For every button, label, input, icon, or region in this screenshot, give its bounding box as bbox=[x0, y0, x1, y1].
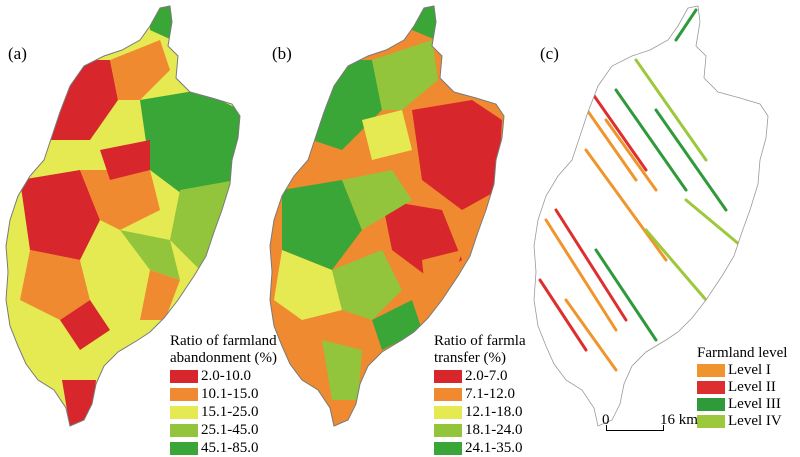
legend-b-title-line2: transfer (%) bbox=[434, 350, 507, 366]
legend-item: 10.1-15.0 bbox=[170, 386, 277, 403]
panel-c-farmland-level-map: (c) Farmland level Level I Level II Level … bbox=[526, 0, 800, 449]
legend-swatch bbox=[170, 424, 198, 437]
panel-a-abandonment-map: (a) Ratio of farmland abandonment (%) 2.… bbox=[0, 0, 277, 456]
legend-item: 7.1-12.0 bbox=[434, 386, 541, 403]
legend-swatch bbox=[697, 415, 725, 428]
legend-c-items: Level I Level II Level III Level IV bbox=[697, 362, 787, 430]
legend-swatch bbox=[434, 370, 462, 383]
legend-item-label: 12.1-18.0 bbox=[465, 404, 523, 420]
panel-a-label: (a) bbox=[8, 44, 27, 63]
panel-b-transfer-map: (b) Ratio of farmland transfer (%) 2.0-7… bbox=[262, 0, 541, 456]
map-a bbox=[5, 5, 241, 427]
legend-swatch bbox=[434, 388, 462, 401]
legend-item-label: 7.1-12.0 bbox=[465, 386, 515, 402]
legend-b-title-line1: Ratio of farmland bbox=[434, 333, 541, 349]
legend-item: Level II bbox=[697, 379, 787, 396]
scale-bar-line bbox=[606, 425, 664, 431]
map-c bbox=[526, 0, 800, 449]
legend-swatch bbox=[697, 364, 725, 377]
legend-item: Level III bbox=[697, 396, 787, 413]
scale-bar: 0 16 km bbox=[602, 412, 706, 446]
legend-item: 2.0-7.0 bbox=[434, 368, 541, 385]
legend-item-label: 15.1-25.0 bbox=[201, 404, 259, 420]
legend-b-items: 2.0-7.0 7.1-12.0 12.1-18.0 18.1-24.0 24.1-35… bbox=[434, 368, 541, 457]
legend-item-label: 25.1-45.0 bbox=[201, 422, 259, 438]
legend-item-label: 2.0-7.0 bbox=[465, 368, 508, 384]
map-b bbox=[269, 5, 505, 427]
legend-a-title-line1: Ratio of farmland bbox=[170, 333, 277, 349]
legend-item: Level I bbox=[697, 362, 787, 379]
legend-swatch bbox=[697, 381, 725, 394]
panel-b-label: (b) bbox=[272, 44, 292, 63]
legend-a-title-line2: abandonment (%) bbox=[170, 350, 278, 366]
panel-c-label: (c) bbox=[540, 44, 559, 63]
legend-item-label: 2.0-10.0 bbox=[201, 368, 251, 384]
legend-item-label: 18.1-24.0 bbox=[465, 422, 523, 438]
legend-item: 18.1-24.0 bbox=[434, 422, 541, 439]
legend-item: Level IV bbox=[697, 413, 787, 430]
legend-c-title: Farmland level bbox=[697, 345, 788, 361]
legend-item-label: Level IV bbox=[728, 413, 782, 429]
legend-b: Ratio of farmland transfer (%) 2.0-7.0 7.… bbox=[434, 333, 541, 457]
legend-swatch bbox=[170, 388, 198, 401]
legend-item: 2.0-10.0 bbox=[170, 368, 277, 385]
legend-item-label: 10.1-15.0 bbox=[201, 386, 259, 402]
legend-c: Farmland level Level I Level II Level III L… bbox=[697, 345, 787, 430]
legend-swatch bbox=[170, 406, 198, 419]
legend-a-items: 2.0-10.0 10.1-15.0 15.1-25.0 25.1-45.0 45.1-… bbox=[170, 368, 277, 457]
legend-swatch bbox=[170, 370, 198, 383]
legend-a: Ratio of farmland abandonment (%) 2.0-10… bbox=[170, 333, 277, 457]
legend-item-label: Level I bbox=[728, 362, 771, 378]
legend-swatch bbox=[434, 406, 462, 419]
legend-item: 15.1-25.0 bbox=[170, 404, 277, 421]
legend-item-label: Level III bbox=[728, 396, 781, 412]
scale-bar-end: 16 km bbox=[660, 412, 698, 428]
legend-swatch bbox=[434, 424, 462, 437]
legend-item-label: Level II bbox=[728, 379, 776, 395]
legend-swatch bbox=[697, 398, 725, 411]
scale-bar-start: 0 bbox=[602, 412, 610, 428]
legend-item: 25.1-45.0 bbox=[170, 422, 277, 439]
legend-item: 12.1-18.0 bbox=[434, 404, 541, 421]
